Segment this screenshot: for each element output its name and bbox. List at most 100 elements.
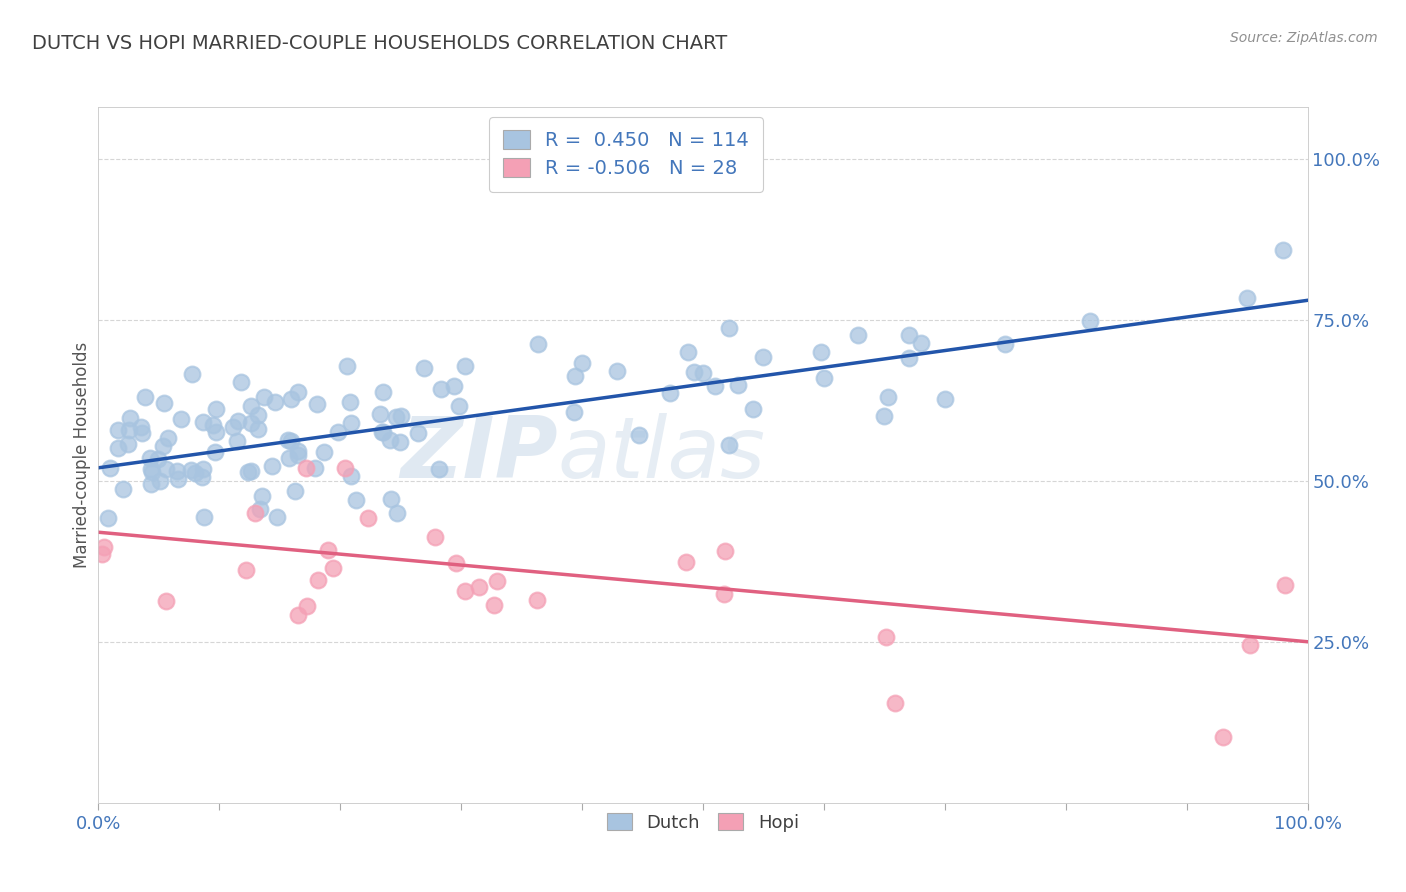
Text: ZIP: ZIP [401, 413, 558, 497]
Point [305, 397, 328, 411]
Legend: Dutch, Hopi: Dutch, Hopi [600, 805, 806, 839]
Point [884, 696, 907, 710]
Point [526, 593, 548, 607]
Point [485, 574, 508, 589]
Point [117, 437, 139, 451]
Point [994, 337, 1017, 351]
Point [368, 408, 391, 422]
Point [676, 344, 699, 359]
Point [287, 449, 309, 463]
Point [606, 364, 628, 378]
Point [97, 511, 120, 525]
Point [246, 422, 269, 436]
Point [295, 599, 318, 614]
Point [120, 411, 142, 425]
Point [897, 328, 920, 343]
Point [683, 365, 706, 379]
Point [340, 469, 363, 483]
Point [152, 439, 174, 453]
Point [718, 321, 741, 335]
Point [240, 416, 263, 430]
Point [295, 460, 318, 475]
Point [562, 405, 585, 419]
Point [713, 586, 735, 600]
Point [239, 399, 262, 413]
Point [454, 583, 477, 598]
Point [193, 462, 215, 476]
Point [129, 420, 152, 434]
Point [692, 366, 714, 380]
Y-axis label: Married-couple Households: Married-couple Households [73, 342, 91, 568]
Point [284, 484, 307, 499]
Point [250, 489, 273, 503]
Point [752, 350, 775, 364]
Point [239, 464, 262, 478]
Text: DUTCH VS HOPI MARRIED-COUPLE HOUSEHOLDS CORRELATION CHART: DUTCH VS HOPI MARRIED-COUPLE HOUSEHOLDS … [32, 34, 727, 53]
Point [201, 417, 224, 432]
Point [873, 409, 896, 423]
Point [727, 377, 749, 392]
Point [371, 384, 394, 399]
Point [430, 382, 453, 396]
Point [148, 452, 170, 467]
Point [277, 433, 299, 447]
Point [249, 501, 271, 516]
Point [131, 426, 153, 441]
Point [204, 425, 226, 439]
Point [287, 443, 309, 458]
Point [322, 560, 344, 574]
Point [423, 530, 446, 544]
Point [467, 580, 489, 594]
Point [336, 359, 359, 373]
Point [627, 428, 650, 442]
Point [1274, 578, 1296, 592]
Point [118, 423, 141, 437]
Point [247, 409, 270, 423]
Point [717, 437, 740, 451]
Point [149, 475, 172, 489]
Point [90, 547, 112, 561]
Point [344, 492, 367, 507]
Point [1272, 243, 1295, 257]
Point [221, 420, 243, 434]
Point [389, 409, 412, 423]
Point [266, 510, 288, 524]
Point [385, 410, 408, 425]
Point [447, 399, 470, 413]
Point [111, 482, 134, 496]
Point [482, 598, 505, 612]
Point [675, 555, 697, 569]
Text: atlas: atlas [558, 413, 766, 497]
Point [427, 461, 450, 475]
Point [454, 359, 477, 373]
Point [152, 396, 174, 410]
Point [204, 445, 226, 459]
Point [180, 368, 202, 382]
Point [253, 390, 276, 404]
Point [278, 451, 301, 466]
Point [287, 385, 309, 400]
Point [527, 337, 550, 351]
Point [264, 395, 287, 409]
Point [408, 426, 430, 441]
Point [371, 425, 394, 439]
Point [287, 607, 309, 622]
Point [876, 390, 898, 404]
Point [373, 425, 395, 440]
Point [1078, 314, 1101, 328]
Point [280, 434, 302, 449]
Point [703, 379, 725, 393]
Point [444, 556, 467, 570]
Point [155, 593, 177, 607]
Point [184, 466, 207, 480]
Point [934, 392, 956, 406]
Point [226, 414, 249, 428]
Point [813, 371, 835, 385]
Point [389, 435, 412, 450]
Point [193, 509, 215, 524]
Point [231, 375, 253, 389]
Point [107, 441, 129, 455]
Point [316, 543, 339, 558]
Point [564, 368, 586, 383]
Point [191, 470, 214, 484]
